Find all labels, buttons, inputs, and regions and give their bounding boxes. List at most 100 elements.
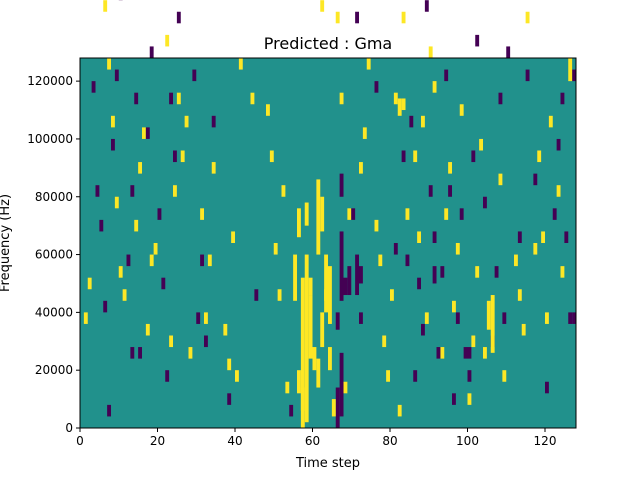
heatmap-cell-high [83,312,88,324]
heatmap-cell-low [351,208,356,220]
heatmap-cell-high [297,208,301,238]
heatmap-cell-high [173,185,177,197]
y-tick-label: 100000 [27,132,73,146]
heatmap-cell-high [432,81,437,93]
heatmap-cell-high [417,231,422,243]
heatmap-cell-low [169,92,174,105]
heatmap-cell-high [382,335,387,348]
heatmap-cell-high [316,358,321,388]
heatmap-cell-low [165,370,170,382]
heatmap-cell-high [459,104,464,116]
heatmap-cell-high [211,162,216,174]
x-tick-label: 60 [305,434,320,448]
heatmap-cell-low [572,312,577,324]
heatmap-cell-low [339,352,344,417]
heatmap-cell-high [308,295,313,359]
heatmap-cell-high [521,323,526,336]
heatmap-cell-high [324,289,329,313]
heatmap-cell-low [502,312,507,324]
heatmap-cell-high [122,289,127,301]
heatmap-cell-low [192,69,197,82]
x-tick-label: 0 [76,434,84,448]
heatmap-cell-high [111,115,115,128]
heatmap-cell-high [304,202,309,226]
heatmap-cell-high [401,98,406,111]
heatmap-cell-low [157,208,162,220]
heatmap-cell-low [176,11,181,24]
heatmap-cell-low [424,0,429,12]
y-tick-label: 20000 [35,363,73,377]
heatmap-cell-low [405,254,410,267]
heatmap-cell-low [568,312,573,324]
heatmap-cell-high [479,138,484,151]
heatmap-cell-low [211,115,216,128]
heatmap-cell-high [153,243,158,255]
heatmap-cell-low [444,69,449,82]
heatmap-cell-high [231,231,236,243]
heatmap-cell-high [204,312,208,324]
heatmap-cell-high [277,289,282,301]
heatmap-cell-low [463,347,468,359]
heatmap-cell-high [103,0,108,12]
heatmap-cell-high [335,11,340,24]
heatmap-cell-low [138,347,143,359]
heatmap-cell-low [200,254,205,267]
heatmap-cell-low [130,347,135,359]
heatmap-cell-low [335,312,340,330]
heatmap-cell-low [149,46,154,58]
heatmap-cell-low [483,196,487,209]
y-tick-label: 40000 [35,305,73,319]
heatmap-cell-low [145,127,150,139]
x-tick-label: 40 [227,434,242,448]
heatmap-cell-low [560,92,565,105]
heatmap-cell-high [87,277,92,290]
heatmap-cell-high [223,323,228,336]
heatmap-cell-low [545,381,549,394]
heatmap-cell-high [328,347,332,371]
heatmap-cell-low [254,289,259,301]
heatmap-cell-low [355,11,360,24]
heatmap-cell-high [114,196,119,209]
heatmap-cell-high [548,115,553,128]
x-tick-label: 80 [382,434,397,448]
heatmap-cell-high [281,185,286,197]
heatmap-cell-high [517,289,522,301]
heatmap-cell-high [149,254,154,267]
heatmap-cell-high [320,312,325,348]
heatmap-cell-low [409,115,414,128]
heatmap-cell-high [320,196,325,232]
y-tick-label: 80000 [35,190,73,204]
heatmap-cell-high [475,266,480,278]
heatmap-cell-high [238,58,243,70]
heatmap-cell-low [161,277,166,290]
heatmap-cell-high [378,254,383,267]
heatmap-cell-high [331,399,336,417]
heatmap-cell-high [308,277,313,296]
heatmap-cell-low [111,138,115,151]
heatmap-cell-high [176,92,181,105]
heatmap-cell-high [362,127,367,139]
heatmap-cell-low [114,69,119,82]
heatmap-cell-high [285,381,290,394]
heatmap-cell-high [293,254,298,301]
heatmap-cell-high [386,370,391,382]
heatmap-cell-low [471,150,476,163]
heatmap-cell-high [297,370,301,394]
heatmap-cell-high [250,92,255,105]
heatmap-cell-low [126,254,131,267]
heatmap-cell-low [467,370,472,382]
heatmap-cell-low [467,347,472,359]
heatmap-cell-high [227,358,232,371]
heatmap-cell-low [436,347,441,359]
heatmap-cell-high [397,404,402,417]
heatmap-cell-low [134,92,139,105]
heatmap-cell-high [568,58,573,82]
x-axis-label: Time step [295,456,360,471]
plot-area [80,0,577,428]
heatmap-cell-high [273,243,278,255]
heatmap-cell-low [289,404,294,417]
heatmap-cell-high [300,387,305,411]
heatmap-cell-low [413,370,418,382]
heatmap-cell-low [448,185,453,197]
